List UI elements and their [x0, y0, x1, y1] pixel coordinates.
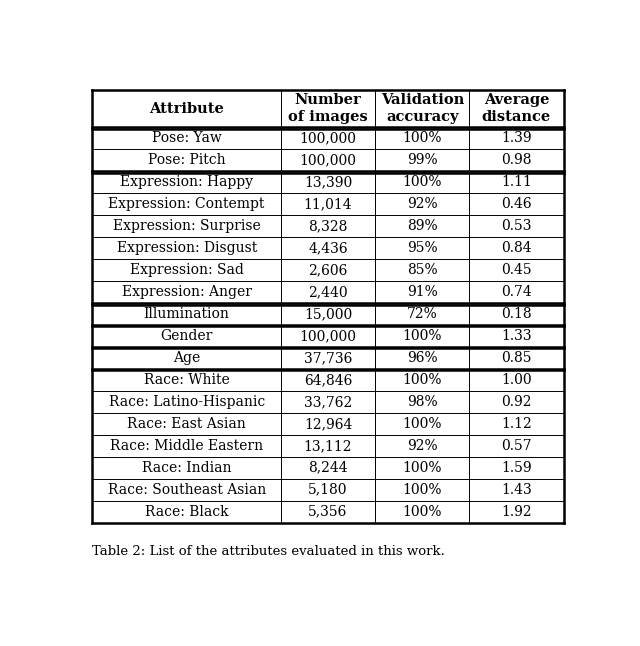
Text: 37,736: 37,736	[304, 351, 352, 365]
Text: 100%: 100%	[403, 505, 442, 519]
Text: 11,014: 11,014	[304, 197, 352, 211]
Text: Number
of images: Number of images	[288, 93, 368, 124]
Text: 15,000: 15,000	[304, 307, 352, 321]
Text: Table 2: List of the attributes evaluated in this work.: Table 2: List of the attributes evaluate…	[92, 545, 445, 557]
Text: 98%: 98%	[407, 395, 438, 409]
Text: 8,328: 8,328	[308, 219, 348, 233]
Text: 8,244: 8,244	[308, 461, 348, 475]
Text: 0.92: 0.92	[501, 395, 532, 409]
Text: 2,440: 2,440	[308, 285, 348, 299]
Text: Attribute: Attribute	[149, 101, 224, 116]
Text: 95%: 95%	[407, 241, 438, 255]
Text: 89%: 89%	[407, 219, 438, 233]
Text: 1.92: 1.92	[501, 505, 532, 519]
Text: Expression: Contempt: Expression: Contempt	[108, 197, 265, 211]
Text: Race: Middle Eastern: Race: Middle Eastern	[110, 439, 263, 453]
Text: Race: Southeast Asian: Race: Southeast Asian	[108, 483, 266, 497]
Text: 0.18: 0.18	[501, 307, 532, 321]
Text: Pose: Pitch: Pose: Pitch	[148, 153, 225, 167]
Text: Expression: Disgust: Expression: Disgust	[116, 241, 257, 255]
Text: 100,000: 100,000	[300, 131, 356, 145]
Text: Expression: Sad: Expression: Sad	[130, 263, 244, 277]
Text: 1.12: 1.12	[501, 417, 532, 431]
Text: 100%: 100%	[403, 461, 442, 475]
Text: 4,436: 4,436	[308, 241, 348, 255]
Text: Expression: Happy: Expression: Happy	[120, 175, 253, 189]
Text: 5,356: 5,356	[308, 505, 348, 519]
Text: Race: Latino-Hispanic: Race: Latino-Hispanic	[109, 395, 265, 409]
Text: 72%: 72%	[407, 307, 438, 321]
Text: 1.43: 1.43	[501, 483, 532, 497]
Text: Race: Indian: Race: Indian	[142, 461, 232, 475]
Text: Gender: Gender	[161, 329, 213, 343]
Text: 0.53: 0.53	[501, 219, 532, 233]
Text: 100%: 100%	[403, 131, 442, 145]
Text: 1.11: 1.11	[501, 175, 532, 189]
Text: 0.98: 0.98	[501, 153, 532, 167]
Text: 0.46: 0.46	[501, 197, 532, 211]
Text: 13,112: 13,112	[304, 439, 352, 453]
Text: 99%: 99%	[407, 153, 438, 167]
Text: 92%: 92%	[407, 197, 438, 211]
Text: 1.39: 1.39	[501, 131, 532, 145]
Text: 100%: 100%	[403, 373, 442, 387]
Text: Average
distance: Average distance	[482, 93, 551, 124]
Text: 100,000: 100,000	[300, 153, 356, 167]
Text: 0.85: 0.85	[501, 351, 532, 365]
Text: 100%: 100%	[403, 417, 442, 431]
Text: 92%: 92%	[407, 439, 438, 453]
Text: 100%: 100%	[403, 175, 442, 189]
Text: Age: Age	[173, 351, 200, 365]
Text: Race: White: Race: White	[144, 373, 230, 387]
Text: Race: Black: Race: Black	[145, 505, 228, 519]
Text: 13,390: 13,390	[304, 175, 352, 189]
Text: 85%: 85%	[407, 263, 438, 277]
Text: 2,606: 2,606	[308, 263, 348, 277]
Text: Race: East Asian: Race: East Asian	[127, 417, 246, 431]
Text: 0.57: 0.57	[501, 439, 532, 453]
Text: 100%: 100%	[403, 329, 442, 343]
Text: 1.33: 1.33	[501, 329, 532, 343]
Text: 1.59: 1.59	[501, 461, 532, 475]
Text: 64,846: 64,846	[304, 373, 352, 387]
Text: 0.84: 0.84	[501, 241, 532, 255]
Text: Validation
accuracy: Validation accuracy	[381, 93, 464, 124]
Text: 1.00: 1.00	[501, 373, 532, 387]
Text: 91%: 91%	[407, 285, 438, 299]
Text: Expression: Surprise: Expression: Surprise	[113, 219, 260, 233]
Text: 12,964: 12,964	[304, 417, 352, 431]
Text: Pose: Yaw: Pose: Yaw	[152, 131, 221, 145]
Text: 33,762: 33,762	[304, 395, 352, 409]
Text: Illumination: Illumination	[144, 307, 230, 321]
Text: 0.45: 0.45	[501, 263, 532, 277]
Text: 5,180: 5,180	[308, 483, 348, 497]
Text: 96%: 96%	[407, 351, 438, 365]
Text: 0.74: 0.74	[501, 285, 532, 299]
Text: 100,000: 100,000	[300, 329, 356, 343]
Text: Expression: Anger: Expression: Anger	[122, 285, 252, 299]
Text: 100%: 100%	[403, 483, 442, 497]
